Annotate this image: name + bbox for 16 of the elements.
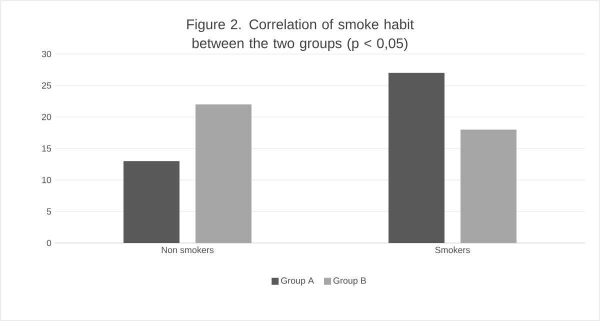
x-tick-label: Smokers bbox=[435, 246, 470, 254]
y-tick-label: 30 bbox=[42, 50, 52, 58]
bar bbox=[196, 104, 252, 243]
legend-label: Group A bbox=[281, 277, 314, 286]
y-tick-label: 25 bbox=[42, 82, 52, 89]
y-tick-label: 20 bbox=[42, 114, 52, 120]
y-tick-label: 10 bbox=[42, 176, 52, 184]
legend-label: Group B bbox=[333, 277, 366, 286]
bar bbox=[388, 72, 445, 243]
y-tick-label: 0 bbox=[46, 240, 52, 246]
y-tick-label: 15 bbox=[42, 145, 52, 152]
x-tick-label: Non smokers bbox=[162, 246, 214, 254]
bar bbox=[460, 130, 517, 243]
bar bbox=[124, 161, 180, 243]
y-tick-label: 5 bbox=[46, 208, 52, 215]
chart-title: Figure 2. Correlation of smoke habit between the two groups (p < 0,05) bbox=[187, 19, 414, 51]
